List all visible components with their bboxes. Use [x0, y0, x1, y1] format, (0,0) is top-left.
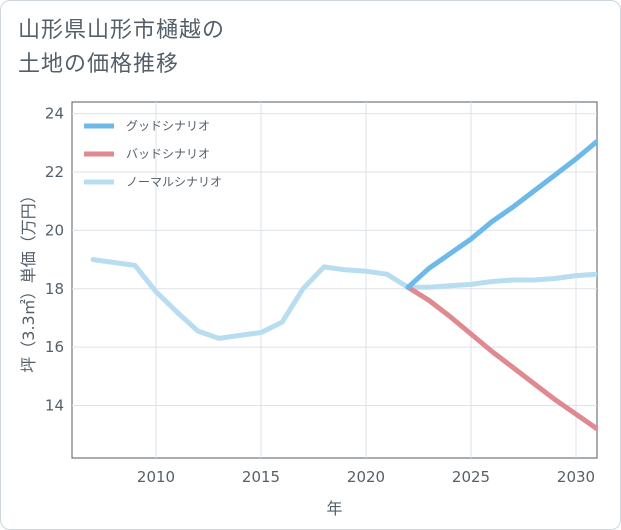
x-axis-title: 年 — [326, 499, 342, 518]
x-tick-label: 2025 — [452, 468, 490, 486]
x-tick-label: 2010 — [137, 468, 175, 486]
series-line-2 — [90, 257, 597, 341]
chart-title: 山形県山形市樋越の 土地の価格推移 — [18, 14, 225, 82]
y-axis-ticks: 14 16 18 20 22 24 — [45, 105, 64, 415]
series-line-0 — [405, 138, 597, 290]
series-layer — [90, 138, 597, 432]
chart-title-line-1: 山形県山形市樋越の — [18, 18, 226, 43]
plot-area — [71, 101, 598, 459]
x-tick-label: 2020 — [347, 468, 385, 486]
y-tick-label: 14 — [45, 396, 64, 414]
legend-label-2: ノーマルシナリオ — [126, 175, 222, 189]
y-tick-label: 20 — [45, 221, 64, 239]
y-tick-label: 16 — [45, 338, 64, 356]
grid-lines — [72, 102, 597, 458]
y-axis-title: 坪（3.3㎡）単価（万円） — [19, 187, 38, 372]
x-tick-label: 2030 — [557, 468, 595, 486]
y-tick-label: 24 — [45, 105, 64, 123]
x-axis-ticks: 2010 2015 2020 2025 2030 — [137, 468, 595, 486]
series-line-1 — [405, 284, 597, 432]
y-tick-label: 22 — [45, 163, 64, 181]
legend-label-0: グッドシナリオ — [126, 119, 210, 133]
legend-label-1: バッドシナリオ — [126, 147, 210, 161]
y-tick-label: 18 — [45, 280, 64, 298]
chart-title-line-2: 土地の価格推移 — [18, 52, 180, 77]
x-tick-label: 2015 — [242, 468, 280, 486]
